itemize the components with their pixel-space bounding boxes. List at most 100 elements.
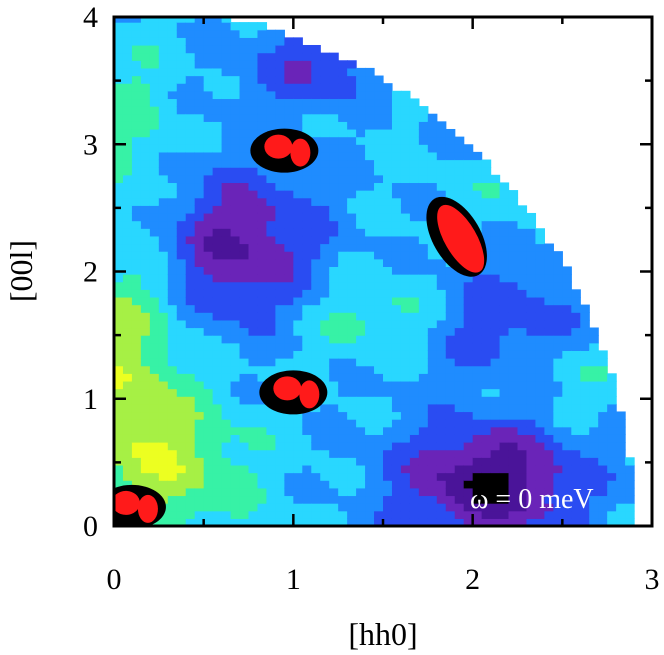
heatmap-cell bbox=[176, 167, 187, 176]
heatmap-cell bbox=[383, 144, 393, 153]
heatmap-cell bbox=[122, 411, 133, 420]
heatmap-cell bbox=[122, 388, 133, 397]
heatmap-cell bbox=[131, 274, 142, 283]
heatmap-cell bbox=[131, 136, 142, 145]
heatmap-cell bbox=[158, 98, 169, 107]
heatmap-cell bbox=[598, 426, 608, 435]
heatmap-cell bbox=[517, 358, 528, 367]
heatmap-cell bbox=[311, 159, 321, 168]
heatmap-cell bbox=[490, 411, 501, 420]
heatmap-cell bbox=[481, 510, 492, 519]
heatmap-cell bbox=[131, 266, 142, 275]
heatmap-cell bbox=[338, 480, 348, 489]
heatmap-cell bbox=[275, 258, 285, 267]
heatmap-cell bbox=[391, 144, 402, 153]
heatmap-cell bbox=[445, 365, 456, 374]
heatmap-cell bbox=[374, 373, 384, 382]
heatmap-cell bbox=[167, 144, 178, 153]
heatmap-cell bbox=[329, 174, 339, 184]
heatmap-cell bbox=[409, 487, 420, 497]
bragg-spot bbox=[290, 138, 311, 167]
heatmap-cell bbox=[589, 518, 599, 526]
heatmap-cell bbox=[122, 243, 133, 252]
heatmap-cell bbox=[194, 52, 205, 61]
heatmap-cell bbox=[571, 304, 581, 313]
heatmap-cell bbox=[221, 289, 232, 298]
heatmap-cell bbox=[176, 289, 187, 298]
heatmap-cell bbox=[454, 442, 465, 451]
heatmap-cell bbox=[158, 350, 169, 359]
heatmap-cell bbox=[481, 495, 492, 504]
heatmap-cell bbox=[526, 365, 537, 374]
heatmap-cell bbox=[383, 365, 393, 374]
heatmap-cell bbox=[185, 83, 196, 92]
heatmap-cell bbox=[391, 228, 402, 237]
heatmap-cell bbox=[553, 442, 563, 451]
heatmap-cell bbox=[212, 67, 223, 77]
heatmap-cell bbox=[302, 319, 312, 329]
heatmap-cell bbox=[391, 312, 402, 321]
heatmap-cell bbox=[481, 220, 492, 229]
heatmap-cell bbox=[391, 243, 402, 252]
heatmap-cell bbox=[383, 228, 393, 237]
heatmap-cell bbox=[185, 487, 196, 497]
heatmap-cell bbox=[400, 495, 411, 504]
heatmap-cell bbox=[203, 182, 214, 191]
heatmap-cell bbox=[481, 327, 492, 336]
heatmap-cell bbox=[535, 327, 545, 336]
heatmap-cell bbox=[481, 449, 492, 458]
heatmap-cell bbox=[454, 426, 465, 435]
heatmap-cell bbox=[221, 457, 232, 466]
heatmap-cell bbox=[248, 503, 259, 512]
heatmap-cell bbox=[445, 266, 456, 275]
heatmap-cell bbox=[203, 243, 214, 252]
heatmap-cell bbox=[607, 480, 617, 489]
heatmap-cell bbox=[275, 335, 285, 344]
heatmap-cell bbox=[499, 304, 510, 313]
heatmap-cell bbox=[481, 518, 492, 526]
heatmap-cell bbox=[436, 167, 447, 176]
heatmap-cell bbox=[499, 449, 510, 458]
heatmap-cell bbox=[212, 37, 223, 46]
heatmap-cell bbox=[356, 220, 366, 229]
heatmap-cell bbox=[114, 98, 124, 107]
heatmap-cell bbox=[490, 419, 501, 428]
heatmap-cell bbox=[338, 220, 348, 229]
heatmap-cell bbox=[607, 487, 617, 497]
heatmap-cell bbox=[149, 312, 160, 321]
heatmap-cell bbox=[544, 472, 554, 481]
heatmap-cell bbox=[374, 75, 384, 84]
heatmap-cell bbox=[248, 266, 259, 275]
heatmap-cell bbox=[212, 258, 223, 267]
heatmap-cell bbox=[185, 350, 196, 359]
heatmap-cell bbox=[131, 289, 142, 298]
heatmap-cell bbox=[248, 67, 259, 77]
heatmap-cell bbox=[266, 411, 276, 420]
heatmap-cell bbox=[347, 365, 357, 374]
heatmap-cell bbox=[544, 495, 554, 504]
heatmap-cell bbox=[463, 289, 474, 298]
heatmap-cell bbox=[140, 274, 151, 283]
heatmap-cell bbox=[266, 327, 276, 336]
heatmap-cell bbox=[212, 411, 223, 420]
heatmap-cell bbox=[598, 518, 608, 526]
heatmap-cell bbox=[553, 251, 563, 260]
heatmap-cell bbox=[544, 464, 554, 474]
heatmap-cell bbox=[508, 304, 519, 313]
heatmap-cell bbox=[400, 159, 411, 168]
heatmap-cell bbox=[302, 442, 312, 451]
heatmap-cell bbox=[365, 83, 375, 92]
heatmap-cell bbox=[463, 365, 474, 374]
heatmap-cell bbox=[257, 52, 268, 61]
heatmap-cell bbox=[158, 518, 169, 526]
heatmap-cell bbox=[499, 274, 510, 283]
heatmap-cell bbox=[131, 128, 142, 138]
heatmap-cell bbox=[338, 503, 348, 512]
heatmap-cell bbox=[463, 480, 474, 489]
heatmap-cell bbox=[114, 151, 124, 161]
heatmap-cell bbox=[158, 442, 169, 451]
heatmap-cell bbox=[239, 128, 250, 138]
heatmap-cell bbox=[122, 67, 133, 77]
heatmap-cell bbox=[329, 212, 339, 222]
heatmap-cell bbox=[508, 388, 519, 397]
